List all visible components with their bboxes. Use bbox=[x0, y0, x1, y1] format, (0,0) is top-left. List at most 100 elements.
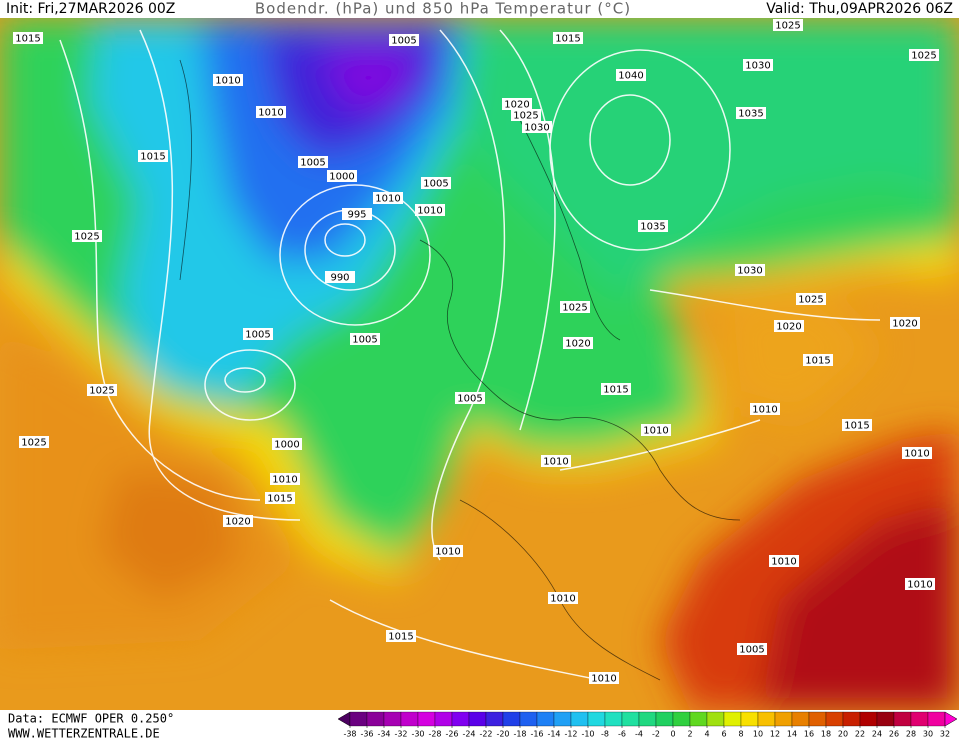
colorbar-tick-label: 4 bbox=[704, 730, 709, 739]
isobar-label-box bbox=[386, 630, 416, 642]
isobar-label-text: 1005 bbox=[391, 36, 416, 47]
isobar-label: 1015 bbox=[601, 383, 631, 396]
isobar-label-text: 1010 bbox=[215, 76, 240, 87]
isobar-label-text: 1010 bbox=[258, 108, 283, 119]
isobar-label-text: 1020 bbox=[565, 339, 590, 350]
isobar-label-text: 1015 bbox=[15, 34, 40, 45]
colorbar-swatch bbox=[842, 711, 861, 727]
isobar-label: 1000 bbox=[327, 170, 357, 183]
isobar-label-box bbox=[502, 98, 532, 110]
isobar-label: 1025 bbox=[72, 230, 102, 243]
isobar-label: 1015 bbox=[265, 492, 295, 505]
isobar-label-box bbox=[736, 107, 766, 119]
isobar-label-text: 1015 bbox=[267, 494, 292, 505]
isobar-label-box bbox=[19, 436, 49, 448]
colorbar-tick-label: -36 bbox=[360, 730, 373, 739]
colorbar-swatch bbox=[417, 711, 436, 727]
isobar-label-box bbox=[327, 170, 357, 182]
isobar-label-text: 1010 bbox=[907, 580, 932, 591]
colorbar-tick-label: 30 bbox=[923, 730, 933, 739]
colorbar-tick-label: -14 bbox=[547, 730, 560, 739]
colorbar-swatch bbox=[859, 711, 878, 727]
isobar-label-text: 1005 bbox=[739, 645, 764, 656]
isobar-label: 1000 bbox=[272, 438, 302, 451]
isobar-label-box bbox=[421, 177, 451, 189]
valid-time: Valid: Thu,09APR2026 06Z bbox=[766, 1, 953, 17]
isobar-label: 1005 bbox=[389, 34, 419, 47]
isobar-label: 1010 bbox=[769, 555, 799, 568]
isobar-label-text: 1005 bbox=[352, 335, 377, 346]
isobar-label-text: 1040 bbox=[618, 71, 643, 82]
isobar-label: 1005 bbox=[421, 177, 451, 190]
isobar-label-text: 1010 bbox=[375, 194, 400, 205]
colorbar-swatch bbox=[757, 711, 776, 727]
isobar-label-text: 1020 bbox=[225, 517, 250, 528]
colorbar-swatch bbox=[485, 711, 504, 727]
isobar-label: 1035 bbox=[736, 107, 766, 120]
isobar-label-box bbox=[641, 424, 671, 436]
colorbar-tick-label: -12 bbox=[564, 730, 577, 739]
isobar-label: 1010 bbox=[902, 447, 932, 460]
colorbar-tick-label: 6 bbox=[721, 730, 726, 739]
isobar-label-text: 1005 bbox=[457, 394, 482, 405]
colorbar-tick-label: -8 bbox=[601, 730, 609, 739]
isobar-label-box bbox=[270, 473, 300, 485]
colorbar-tick-label: -30 bbox=[411, 730, 424, 739]
isobar-label: 1020 bbox=[890, 317, 920, 330]
isobar-label-text: 1010 bbox=[550, 594, 575, 605]
isobar-label: 1010 bbox=[256, 106, 286, 119]
website: WWW.WETTERZENTRALE.DE bbox=[8, 727, 160, 741]
isobar-label-box bbox=[774, 320, 804, 332]
isobar-label-box bbox=[616, 69, 646, 81]
colorbar-tick-label: -34 bbox=[377, 730, 390, 739]
isobar-label: 1030 bbox=[735, 264, 765, 277]
isobar-label-box bbox=[256, 106, 286, 118]
isobar-label: 1010 bbox=[589, 672, 619, 685]
isobar-label-box bbox=[548, 592, 578, 604]
colorbar-tick-label: 26 bbox=[889, 730, 899, 739]
isobar-label: 1020 bbox=[502, 98, 532, 111]
colorbar-tick-label: 24 bbox=[872, 730, 882, 739]
isobar-label-text: 1005 bbox=[423, 179, 448, 190]
colorbar-swatch bbox=[910, 711, 929, 727]
isobar-label-text: 1010 bbox=[643, 426, 668, 437]
isobar-label-box bbox=[298, 156, 328, 168]
isobar-label-box bbox=[769, 555, 799, 567]
isobar-label-text: 1020 bbox=[776, 322, 801, 333]
isobar-label: 1020 bbox=[774, 320, 804, 333]
isobar-label-box bbox=[803, 354, 833, 366]
colorbar-tick-label: -26 bbox=[445, 730, 458, 739]
isobar-label-box bbox=[541, 455, 571, 467]
isobar-label-text: 1030 bbox=[737, 266, 762, 277]
isobar-label-text: 1015 bbox=[603, 385, 628, 396]
isobar-label-text: 1000 bbox=[329, 172, 354, 183]
isobar-label: 1010 bbox=[373, 192, 403, 205]
isobar-label: 1025 bbox=[19, 436, 49, 449]
colorbar-swatch bbox=[604, 711, 623, 727]
isobar-label-text: 1020 bbox=[504, 100, 529, 111]
colorbar-tick-label: -4 bbox=[635, 730, 643, 739]
isobar-label-box bbox=[138, 150, 168, 162]
isobar-label: 1030 bbox=[522, 121, 552, 134]
isobar-label-box bbox=[909, 49, 939, 61]
isobar-label-text: 1025 bbox=[798, 295, 823, 306]
isobar-label-box bbox=[638, 220, 668, 232]
isobar-label: 1005 bbox=[243, 328, 273, 341]
colorbar-swatch bbox=[621, 711, 640, 727]
isobar-label-text: 1010 bbox=[752, 405, 777, 416]
isobar-label-box bbox=[905, 578, 935, 590]
colorbar-swatch bbox=[434, 711, 453, 727]
isobar-label-text: 1010 bbox=[272, 475, 297, 486]
colorbar-tick-label: 16 bbox=[804, 730, 814, 739]
colorbar-swatch bbox=[740, 711, 759, 727]
isobar-label-box bbox=[243, 328, 273, 340]
colorbar-tick-label: -22 bbox=[479, 730, 492, 739]
colorbar-swatch bbox=[808, 711, 827, 727]
isobar-label: 1010 bbox=[905, 578, 935, 591]
isobar-label-text: 1025 bbox=[74, 232, 99, 243]
isobar-label-box bbox=[735, 264, 765, 276]
isobar-label: 1015 bbox=[553, 32, 583, 45]
